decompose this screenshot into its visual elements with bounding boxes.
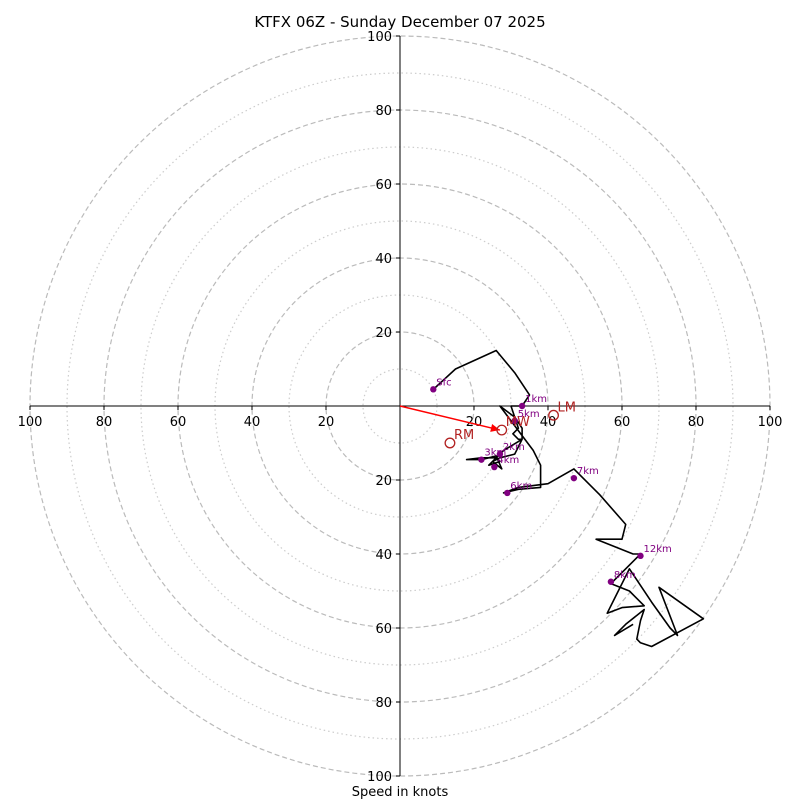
- storm-motion-marker: [548, 409, 560, 421]
- shear-vector-arrowhead: [490, 424, 500, 432]
- x-axis-label: Speed in knots: [352, 785, 449, 800]
- y-tick-label: 60: [375, 622, 392, 637]
- y-tick-label: 40: [375, 548, 392, 563]
- height-marker-label: Sfc: [436, 377, 451, 388]
- height-marker-label: 4km: [497, 455, 519, 466]
- height-marker-point: [607, 578, 615, 585]
- x-tick-label: 60: [614, 415, 631, 430]
- y-tick-label: 60: [375, 178, 392, 193]
- shear-vector-line: [399, 405, 501, 431]
- y-tick-label: 20: [375, 474, 392, 489]
- x-tick-label: 20: [318, 415, 335, 430]
- height-marker-point: [496, 450, 504, 458]
- height-marker-label: 1km: [525, 394, 547, 405]
- x-tick-label: 40: [540, 415, 557, 430]
- height-marker-label: 7km: [577, 466, 599, 477]
- storm-motion-label: MW: [506, 415, 530, 430]
- storm-motion-marker: [444, 437, 456, 449]
- y-tick-label: 100: [367, 770, 392, 785]
- hodograph-line: [432, 349, 705, 648]
- height-marker-point: [570, 474, 578, 482]
- height-marker-point: [430, 386, 437, 393]
- x-tick-label: 40: [244, 415, 261, 430]
- storm-motion-markers: RM LM MW: [399, 400, 576, 449]
- height-marker-label: 5km: [518, 409, 540, 420]
- storm-motion-label: LM: [558, 400, 576, 415]
- y-tick-label: 100: [367, 30, 392, 45]
- height-marker-point: [504, 489, 511, 497]
- height-marker-point: [637, 552, 644, 560]
- height-marker-label: 6km: [510, 481, 532, 492]
- chart-title: KTFX 06Z - Sunday December 07 2025: [254, 13, 545, 31]
- height-marker-label: 2km: [503, 442, 525, 453]
- y-tick-label: 20: [375, 326, 392, 341]
- y-tick-label: 80: [375, 696, 392, 711]
- wind-trace: [432, 349, 705, 648]
- y-tick-label: 80: [375, 104, 392, 119]
- storm-motion-marker: [496, 424, 508, 436]
- x-tick-label: 80: [96, 415, 113, 430]
- height-marker-label: 12km: [644, 544, 672, 555]
- storm-motion-label: RM: [454, 428, 474, 443]
- height-marker-point: [478, 456, 485, 463]
- x-tick-label: 100: [758, 415, 783, 430]
- tick-labels: 20 20 20 20 40 40 40 40 60 60 60 60 80 80 80 80 100 100 10…: [18, 30, 783, 785]
- x-tick-label: 60: [170, 415, 187, 430]
- x-tick-label: 100: [18, 415, 43, 430]
- height-marker-point: [511, 417, 518, 424]
- x-tick-label: 80: [688, 415, 705, 430]
- x-tick-label: 20: [466, 415, 483, 430]
- height-marker-point: [491, 463, 498, 471]
- height-marker-label: 8km: [614, 570, 636, 581]
- y-tick-label: 40: [375, 252, 392, 267]
- height-marker-label: 3km: [484, 448, 506, 459]
- height-marker-point: [518, 402, 526, 410]
